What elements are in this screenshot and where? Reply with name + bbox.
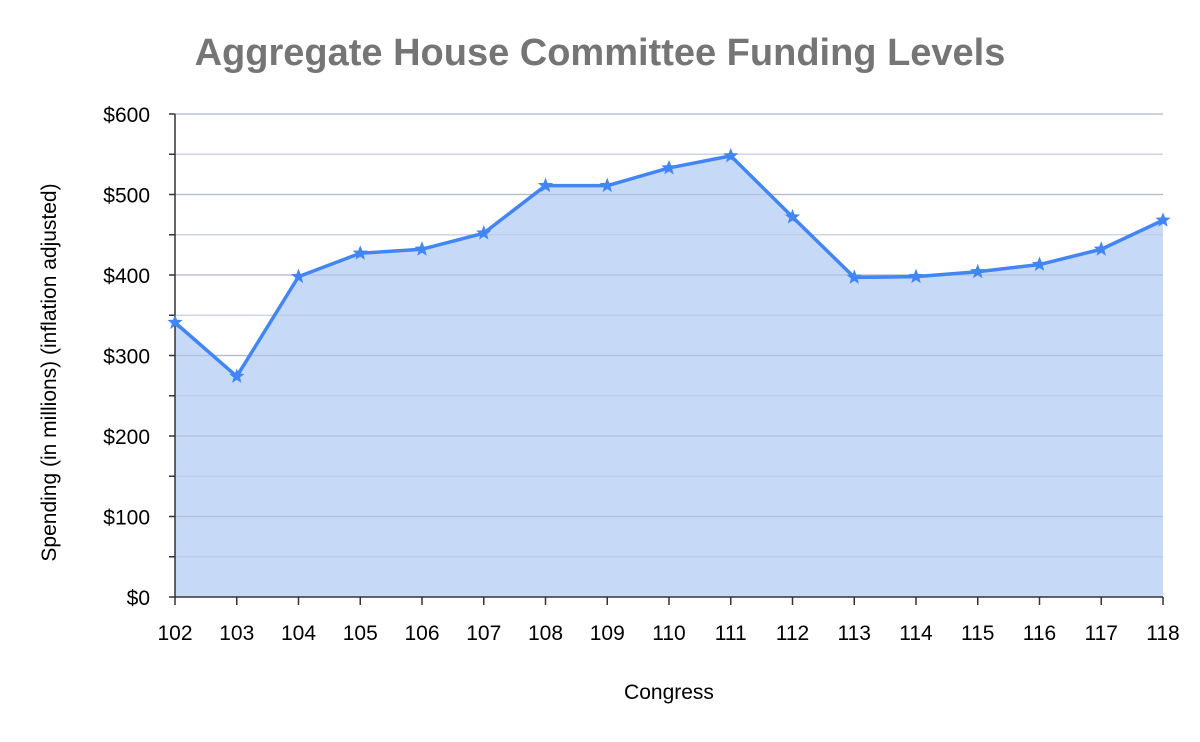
x-tick-label: 104 bbox=[281, 622, 316, 645]
data-point-star bbox=[846, 269, 862, 284]
y-tick-label: $300 bbox=[103, 346, 150, 369]
x-tick-label: 118 bbox=[1146, 622, 1179, 645]
data-point-star bbox=[784, 209, 801, 224]
area-fill-group bbox=[175, 113, 1163, 598]
x-tick-label: 105 bbox=[343, 622, 378, 645]
x-tick-label: 113 bbox=[838, 622, 871, 645]
x-tick-label: 107 bbox=[466, 622, 501, 645]
data-point-star bbox=[1155, 212, 1171, 227]
data-point-star bbox=[1031, 256, 1048, 272]
data-point-star bbox=[908, 268, 924, 284]
data-point-star bbox=[723, 147, 739, 163]
data-point-star bbox=[352, 245, 368, 260]
x-tick-label: 102 bbox=[157, 622, 192, 645]
y-tick-label: $200 bbox=[103, 426, 150, 449]
axes bbox=[169, 113, 1164, 605]
data-point-star bbox=[599, 177, 615, 193]
y-axis-title: Spending (in millions) (inflation adjust… bbox=[38, 183, 61, 561]
y-tick-label: $400 bbox=[103, 265, 150, 288]
x-tick-label: 115 bbox=[961, 622, 994, 645]
x-tick-labels: 102 103 104 105 106 107 108 109 110 111 112 113 114 1… bbox=[157, 622, 1179, 645]
x-tick-label: 116 bbox=[1023, 622, 1056, 645]
y-tick-label: $500 bbox=[103, 185, 150, 208]
gridlines-overlay bbox=[175, 113, 1163, 558]
x-tick-label: 110 bbox=[652, 622, 685, 645]
data-point-star bbox=[1093, 241, 1109, 256]
y-tick-label: $100 bbox=[103, 507, 150, 530]
data-point-star bbox=[537, 177, 554, 193]
data-point-star bbox=[661, 159, 677, 175]
x-tick-label: 112 bbox=[776, 622, 809, 645]
data-point-star bbox=[476, 225, 492, 240]
y-tick-label: $0 bbox=[127, 587, 150, 610]
data-point-star bbox=[414, 241, 430, 256]
data-point-star bbox=[167, 314, 183, 329]
x-tick-label: 109 bbox=[590, 622, 625, 645]
x-tick-label: 103 bbox=[219, 622, 254, 645]
series-group bbox=[167, 147, 1171, 383]
y-tick-labels: $0 $100 $200 $300 $400 $500 $600 bbox=[103, 104, 150, 610]
data-point-star bbox=[970, 263, 986, 279]
x-tick-label: 106 bbox=[404, 622, 439, 645]
data-point-star bbox=[229, 368, 245, 383]
x-tick-label: 114 bbox=[899, 622, 933, 645]
chart-title: Aggregate House Committee Funding Levels bbox=[194, 32, 1006, 74]
x-tick-label: 111 bbox=[715, 622, 747, 645]
data-point-star bbox=[290, 268, 307, 284]
x-tick-label: 117 bbox=[1085, 622, 1118, 645]
y-tick-label: $600 bbox=[103, 104, 150, 127]
area-fill bbox=[175, 155, 1163, 598]
x-axis-title: Congress bbox=[624, 681, 714, 704]
x-tick-label: 108 bbox=[528, 622, 563, 645]
